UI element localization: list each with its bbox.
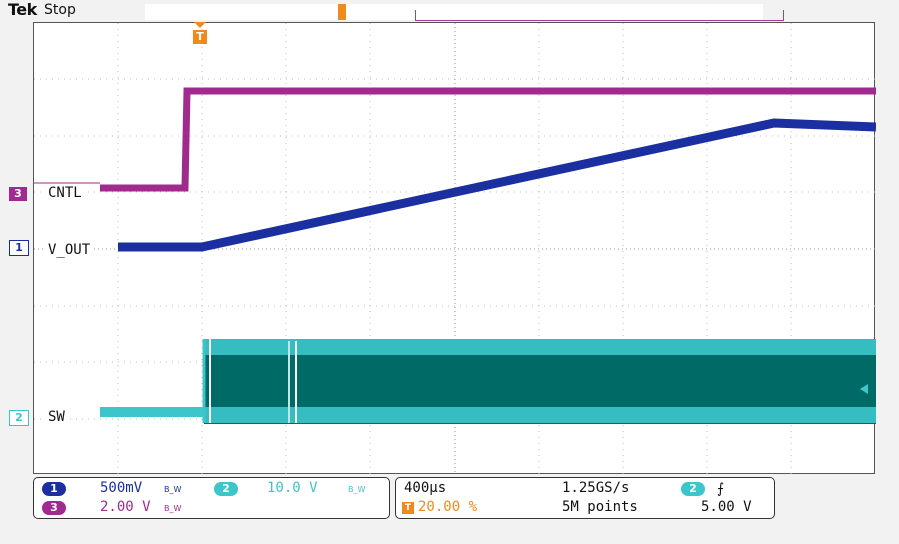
waveform-graticule	[34, 23, 876, 475]
ch3-badge[interactable]: 3	[42, 501, 66, 515]
ch1-bw-limit: B_W	[164, 485, 182, 494]
brand-logo: Tek	[8, 0, 37, 19]
channel-readout-panel[interactable]: 1 500mV B_W 2 10.0 V B_W 3 2.00 V B_W	[33, 477, 390, 519]
ch2-badge[interactable]: 2	[214, 482, 238, 496]
trigger-level[interactable]: 5.00 V	[701, 499, 752, 515]
trigger-position-badge-icon: T	[402, 502, 414, 514]
trigger-source-badge[interactable]: 2	[681, 482, 705, 496]
record-trigger-marker-icon	[338, 4, 346, 20]
ch2-bw-limit: B_W	[348, 485, 366, 494]
record-window[interactable]	[415, 10, 784, 21]
rising-edge-icon: ⨍	[717, 481, 725, 497]
trigger-position-icon[interactable]: T	[193, 22, 207, 46]
timebase-readout-panel[interactable]: 400µs T 20.00 % 1.25GS/s 5M points 2 ⨍ 5…	[395, 477, 775, 519]
status-bar: Tek Stop	[0, 0, 899, 22]
ch1-ground-marker[interactable]: 1	[9, 240, 29, 256]
trigger-level-icon	[860, 384, 868, 394]
waveform-display[interactable]: CNTL V_OUT SW	[33, 22, 876, 475]
record-length[interactable]: 5M points	[562, 499, 638, 515]
trace-label-cntl: CNTL	[46, 185, 84, 201]
ch1-scale[interactable]: 500mV	[100, 480, 143, 496]
trace-label-vout: V_OUT	[46, 242, 93, 258]
ch2-scale[interactable]: 10.0 V	[267, 480, 318, 496]
ch3-scale[interactable]: 2.00 V	[100, 499, 151, 515]
sample-rate[interactable]: 1.25GS/s	[562, 480, 630, 496]
ch1-badge[interactable]: 1	[42, 482, 66, 496]
acquisition-status: Stop	[44, 2, 76, 18]
trace-label-sw: SW	[46, 409, 67, 425]
ch3-ground-marker[interactable]: 3	[9, 187, 27, 201]
record-view-bar[interactable]	[145, 4, 784, 21]
trigger-position[interactable]: 20.00 %	[418, 499, 478, 515]
time-per-div[interactable]: 400µs	[404, 480, 447, 496]
ch3-bw-limit: B_W	[164, 504, 182, 513]
ch2-ground-marker[interactable]: 2	[9, 410, 29, 426]
